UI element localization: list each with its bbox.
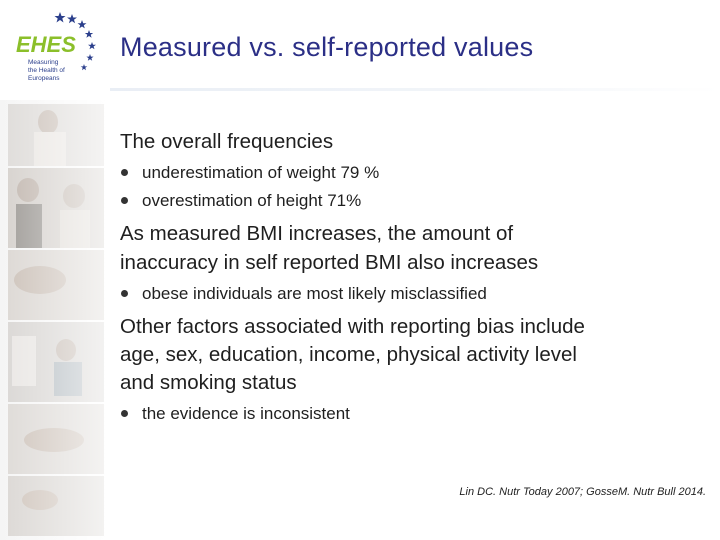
paragraph-factors-line-2: age, sex, education, income, physical ac… (120, 343, 577, 366)
bullet-dot-icon (121, 290, 128, 297)
logo-brand-text: EHES (16, 32, 76, 57)
decorative-photo-strip (0, 100, 110, 540)
photo-collage-image (0, 100, 110, 540)
bullet-text: overestimation of height 71% (142, 191, 362, 210)
logo-tagline-2: the Health of (28, 67, 65, 74)
slide-title: Measured vs. self-reported values (120, 32, 534, 62)
ehes-logo-graphic: EHES Measuring the Health of Europeans (16, 12, 96, 82)
bullet-dot-icon (121, 169, 128, 176)
bullet-dot-icon (121, 410, 128, 417)
paragraph-factors-line-3: and smoking status (120, 371, 297, 394)
paragraph-factors-line-1: Other factors associated with reporting … (120, 315, 585, 338)
logo-tagline-3: Europeans (28, 75, 60, 82)
paragraph-bmi-line-1: As measured BMI increases, the amount of (120, 222, 514, 245)
paragraph-bmi-line-2: inaccuracy in self reported BMI also inc… (120, 251, 539, 274)
bullet-item: overestimation of height 71% (120, 188, 361, 214)
bullet-dot-icon (121, 197, 128, 204)
bullet-item: the evidence is inconsistent (120, 401, 350, 427)
bullet-text: obese individuals are most likely miscla… (142, 284, 487, 303)
bullet-item: obese individuals are most likely miscla… (120, 281, 487, 307)
logo-tagline-1: Measuring (28, 59, 59, 66)
bullet-item: underestimation of weight 79 % (120, 160, 379, 186)
ehes-logo: EHES Measuring the Health of Europeans (10, 6, 102, 90)
header-divider (110, 88, 720, 91)
heading-overall-frequencies: The overall frequencies (120, 130, 334, 153)
reference-citation: Lin DC. Nutr Today 2007; GosseM. Nutr Bu… (459, 486, 706, 498)
bullet-text: the evidence is inconsistent (142, 404, 350, 423)
bullet-text: underestimation of weight 79 % (142, 163, 380, 182)
